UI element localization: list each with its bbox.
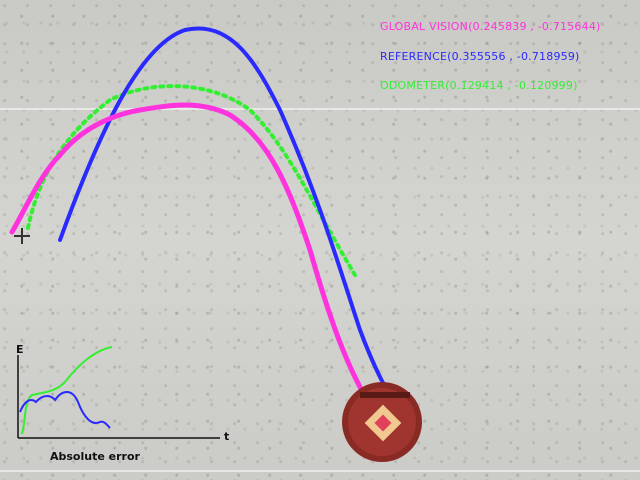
error-plot bbox=[17, 346, 220, 439]
odometer-trajectory bbox=[26, 84, 357, 277]
reference-readout: REFERENCE(0.355556 , -0.718959) bbox=[380, 50, 580, 63]
robot-top-view-icon bbox=[342, 382, 422, 462]
error-odometer-line bbox=[21, 346, 113, 435]
floor-tile-seam bbox=[0, 470, 640, 472]
global-vision-readout: GLOBAL VISION(0.245839 , -0.715644) bbox=[380, 20, 601, 33]
odometer-readout: ODOMETER(0.129414 , -0.120999) bbox=[380, 79, 578, 92]
error-plot-y-label: E bbox=[16, 343, 24, 356]
reference-trajectory bbox=[58, 26, 412, 427]
error-plot-caption: Absolute error bbox=[50, 450, 140, 463]
error-reference-line bbox=[19, 391, 111, 429]
error-plot-x-label: t bbox=[224, 430, 230, 443]
crosshair-icon bbox=[14, 228, 30, 244]
global-vision-trajectory bbox=[9, 102, 388, 431]
floor-tile-seam bbox=[0, 108, 640, 110]
